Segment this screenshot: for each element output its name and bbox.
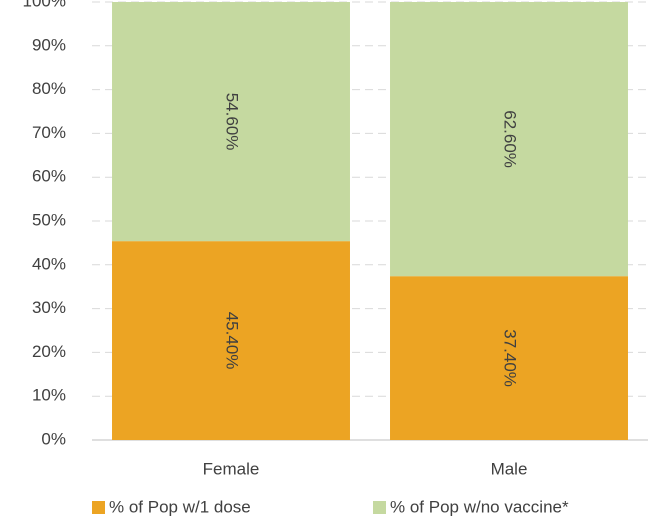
legend-label: % of Pop w/1 dose [109,497,251,516]
bar-segment [112,241,350,440]
x-tick-label: Female [203,459,260,478]
legend-label: % of Pop w/no vaccine* [390,497,569,516]
legend-swatch [92,501,105,514]
y-tick-label: 0% [41,429,66,448]
y-tick-label: 90% [32,35,66,54]
y-tick-label: 60% [32,167,66,186]
data-label: 62.60% [501,110,520,168]
bar-segment [390,276,628,440]
bar-segment [390,2,628,277]
data-label: 45.40% [223,312,242,370]
y-tick-label: 80% [32,79,66,98]
data-label: 37.40% [501,329,520,387]
legend-swatch [373,501,386,514]
y-tick-label: 40% [32,254,66,273]
y-tick-label: 10% [32,386,66,405]
bar-segment [112,2,350,242]
y-tick-label: 100% [23,0,66,10]
data-label: 54.60% [223,93,242,151]
y-tick-label: 20% [32,342,66,361]
y-tick-label: 50% [32,210,66,229]
y-tick-label: 70% [32,123,66,142]
y-tick-label: 30% [32,298,66,317]
x-tick-label: Male [491,459,528,478]
